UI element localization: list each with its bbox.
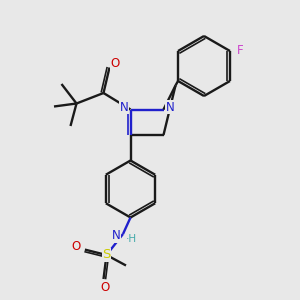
Text: O: O bbox=[110, 57, 119, 70]
Text: N: N bbox=[166, 100, 175, 114]
Text: ·H: ·H bbox=[126, 233, 137, 244]
Text: N: N bbox=[112, 229, 121, 242]
Text: F: F bbox=[237, 44, 244, 58]
Text: O: O bbox=[72, 240, 81, 253]
Text: N: N bbox=[119, 100, 128, 114]
Text: O: O bbox=[100, 281, 109, 294]
Text: S: S bbox=[102, 248, 111, 262]
